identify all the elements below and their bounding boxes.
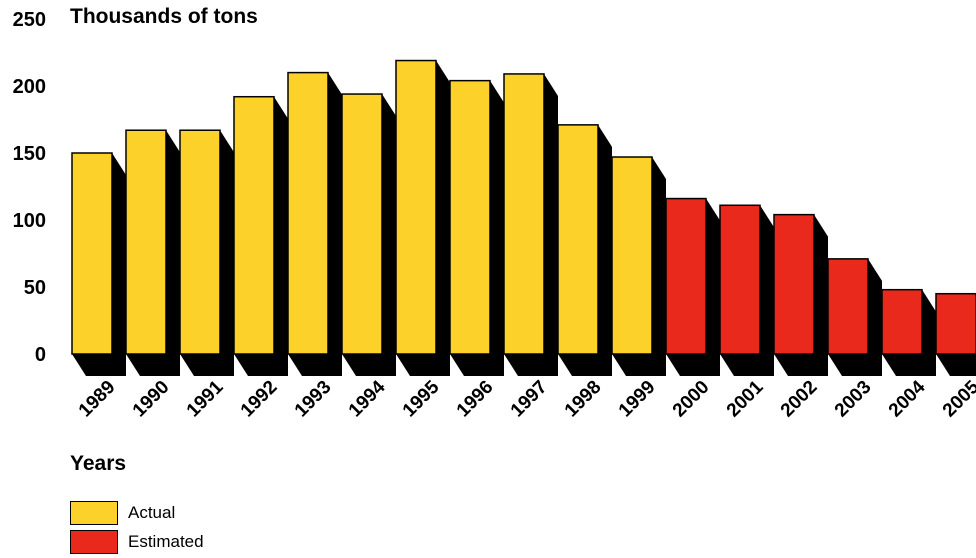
- bar-2000: [665, 197, 707, 355]
- bar-1991: [179, 129, 221, 355]
- x-tick-label-1992: 1992: [237, 377, 282, 422]
- x-tick-label-1990: 1990: [129, 377, 174, 422]
- bar-1997: [503, 73, 545, 355]
- x-axis-ticks: 1989 1990 1991 1992 1993 1994 1995 1996 1997 1998…: [75, 376, 976, 421]
- x-tick-label-2005: 2005: [939, 376, 976, 421]
- bar-1998: [557, 124, 599, 355]
- bar-2002: [773, 213, 815, 355]
- x-tick-label-1993: 1993: [291, 377, 336, 422]
- x-tick-label-1999: 1999: [615, 377, 660, 422]
- x-tick-label-1994: 1994: [345, 376, 390, 421]
- x-tick-label-2000: 2000: [669, 377, 714, 422]
- x-tick-label-2001: 2001: [723, 376, 768, 421]
- legend-item-actual: Actual: [70, 500, 204, 525]
- x-tick-label-2004: 2004: [885, 376, 930, 421]
- legend-swatch-estimated: [70, 529, 118, 554]
- legend-label-actual: Actual: [128, 502, 176, 522]
- bar-1993: [287, 71, 329, 355]
- bar-1989: [71, 152, 113, 355]
- x-tick-label-1989: 1989: [75, 377, 120, 422]
- y-tick-label-50: 50: [24, 277, 46, 299]
- x-tick-label-1995: 1995: [399, 376, 444, 421]
- legend-item-estimated: Estimated: [70, 529, 204, 554]
- y-tick-label-250: 250: [13, 9, 46, 31]
- bar-1996: [449, 79, 491, 355]
- x-tick-label-2002: 2002: [777, 377, 822, 422]
- chart-title: Thousands of tons: [70, 5, 258, 28]
- bar-2004: [881, 288, 923, 355]
- bar-1994: [341, 93, 383, 355]
- bar-1992: [233, 95, 275, 355]
- y-tick-label-150: 150: [13, 143, 46, 165]
- y-tick-label-0: 0: [35, 344, 46, 366]
- bar-1999: [611, 156, 653, 355]
- y-tick-label-200: 200: [13, 76, 46, 98]
- bar-1995: [395, 59, 437, 355]
- legend: Actual Estimated: [70, 500, 204, 558]
- x-tick-label-1997: 1997: [507, 377, 552, 422]
- x-tick-label-1996: 1996: [453, 377, 498, 422]
- bar-1990: [125, 129, 167, 355]
- bar-2005: [935, 292, 976, 355]
- y-axis-ticks: 0 50 100 150 200 250: [13, 9, 46, 366]
- bar-2003: [827, 258, 869, 355]
- legend-label-estimated: Estimated: [128, 531, 204, 551]
- bars-group: [71, 59, 976, 376]
- x-tick-label-1991: 1991: [183, 376, 228, 421]
- x-tick-label-2003: 2003: [831, 377, 876, 422]
- y-tick-label-100: 100: [13, 210, 46, 232]
- x-axis-label: Years: [70, 452, 127, 475]
- x-tick-label-1998: 1998: [561, 377, 606, 422]
- bar-2001: [719, 204, 761, 355]
- legend-swatch-actual: [70, 500, 118, 525]
